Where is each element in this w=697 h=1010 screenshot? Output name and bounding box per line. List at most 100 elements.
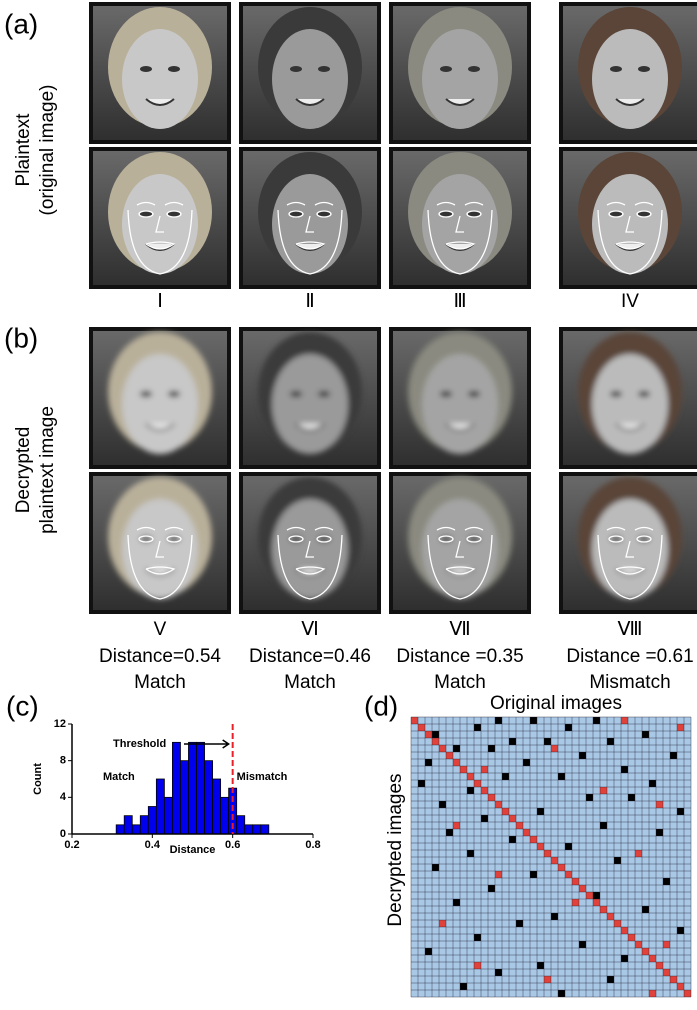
bar (172, 741, 181, 835)
eye-outline (636, 210, 652, 218)
match-cell (677, 808, 684, 815)
diagonal-cell (467, 773, 474, 780)
face-image (559, 472, 697, 614)
eye (318, 536, 330, 542)
skin (422, 29, 498, 129)
jaw-line (427, 534, 493, 600)
jaw-line (127, 209, 193, 275)
eye (610, 536, 622, 542)
numeral: Ⅷ (617, 619, 642, 640)
skin (272, 354, 348, 454)
brow (634, 201, 654, 206)
jaw-line (597, 209, 663, 275)
match-cell (509, 738, 516, 745)
bar (180, 760, 189, 835)
diagonal-cell (572, 878, 579, 885)
diagonal-cell (537, 843, 544, 850)
lips (145, 566, 176, 575)
brow (136, 526, 156, 531)
match-cell (642, 906, 649, 913)
diagonal-cell (516, 822, 523, 829)
diagonal-cell (558, 864, 565, 871)
skin (122, 174, 198, 274)
annotation: Threshold (113, 738, 166, 750)
mouth (615, 423, 645, 431)
face-image (89, 327, 231, 469)
bar (188, 741, 197, 835)
verdict: Match (284, 672, 336, 693)
brow (464, 201, 484, 206)
bar (155, 778, 165, 835)
matrix-y-title: Decrypted images (385, 773, 406, 926)
brow (314, 201, 334, 206)
match-cell (467, 850, 474, 857)
face-image (559, 2, 697, 144)
diagonal-cell (439, 745, 446, 752)
eye (638, 391, 650, 397)
bar (163, 796, 173, 835)
jaw-line (427, 209, 493, 275)
verdict: Match (434, 672, 486, 693)
eye-outline (608, 210, 624, 218)
bar (123, 815, 133, 835)
false-cell (572, 899, 579, 906)
eye (168, 211, 180, 217)
x-tick-label: 0.2 (64, 839, 79, 851)
match-cell (474, 724, 481, 731)
landmarks (127, 526, 193, 600)
match-cell (621, 766, 628, 773)
match-cell (607, 976, 614, 983)
mouth (145, 423, 175, 431)
eye-outline (438, 210, 454, 218)
diagonal-cell (586, 892, 593, 899)
diagonal-cell (446, 752, 453, 759)
diagonal-cell (614, 920, 621, 927)
match-cell (593, 717, 600, 724)
diagonal-cell (523, 829, 530, 836)
match-cell (586, 794, 593, 801)
match-cell (579, 752, 586, 759)
match-cell (600, 822, 607, 829)
match-cell (488, 745, 495, 752)
verdict: Mismatch (589, 672, 670, 693)
eye (318, 211, 330, 217)
match-cell (614, 857, 621, 864)
match-cell (488, 885, 495, 892)
mouth (145, 98, 175, 106)
diagonal-cell (509, 815, 516, 822)
panel-label: (a) (4, 8, 38, 39)
false-cell (635, 850, 642, 857)
bar (131, 824, 141, 835)
x-tick-label: 0.6 (225, 839, 240, 851)
eye (290, 536, 302, 542)
lips (445, 241, 476, 250)
eye (468, 536, 480, 542)
match-cell (558, 990, 565, 997)
face-image (239, 472, 381, 614)
eye (168, 66, 180, 72)
diagonal-cell (432, 738, 439, 745)
diagonal-cell (670, 976, 677, 983)
landmarks (277, 526, 343, 600)
skin (122, 354, 198, 454)
verdict: Match (134, 672, 186, 693)
eye (168, 391, 180, 397)
face (578, 477, 682, 599)
match-cell (453, 899, 460, 906)
numeral: Ⅱ (305, 291, 314, 312)
y-tick-label: 12 (54, 718, 66, 730)
diagonal-cell (663, 969, 670, 976)
match-cell (593, 892, 600, 899)
false-cell (677, 724, 684, 731)
skin (592, 29, 668, 129)
eye (140, 391, 152, 397)
panel-label: (d) (364, 690, 398, 721)
brow (136, 201, 156, 206)
false-cell (663, 941, 670, 948)
bar (204, 760, 213, 835)
face (578, 7, 682, 129)
y-axis-title: Count (32, 763, 44, 795)
nose (155, 540, 164, 558)
eye (290, 391, 302, 397)
face (108, 7, 212, 129)
